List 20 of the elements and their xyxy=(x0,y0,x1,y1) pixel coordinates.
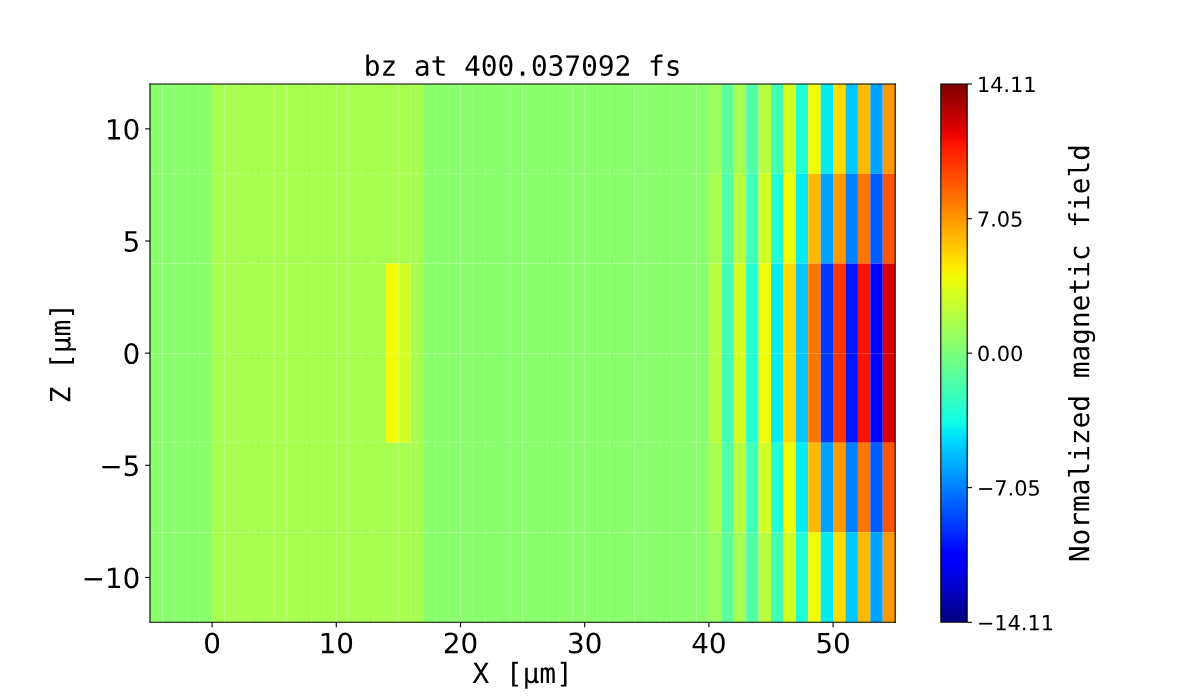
x-tick-label: 20 xyxy=(444,632,477,654)
y-tick-label: 5 xyxy=(124,231,138,252)
x-tick-label: 50 xyxy=(817,632,849,654)
y-tick-label: 0 xyxy=(124,343,139,365)
color-bar-label: −7.05 xyxy=(979,480,1039,496)
color-bar-label: 0.00 xyxy=(978,345,1022,362)
x-tick-label: 30 xyxy=(569,632,601,654)
color-bar-label: 7.05 xyxy=(978,211,1022,227)
color-bar-label: −14.11 xyxy=(979,615,1053,631)
x-tick-label: 10 xyxy=(321,632,353,654)
y-tick-label: −5 xyxy=(102,455,138,477)
x-axis-title: X [μm] xyxy=(472,661,567,689)
chart-title: bz at 400.037092 fs xyxy=(366,54,679,77)
y-tick-label: 10 xyxy=(107,118,139,140)
y-axis-title: Z [μm] xyxy=(49,309,77,402)
color-bar-label: 14.11 xyxy=(979,76,1035,92)
y-tick-label: −10 xyxy=(84,567,139,589)
color-bar-title: Normalized magnetic field xyxy=(1067,146,1096,561)
x-tick-label: 40 xyxy=(692,632,725,654)
x-tick-label: 0 xyxy=(205,632,220,654)
